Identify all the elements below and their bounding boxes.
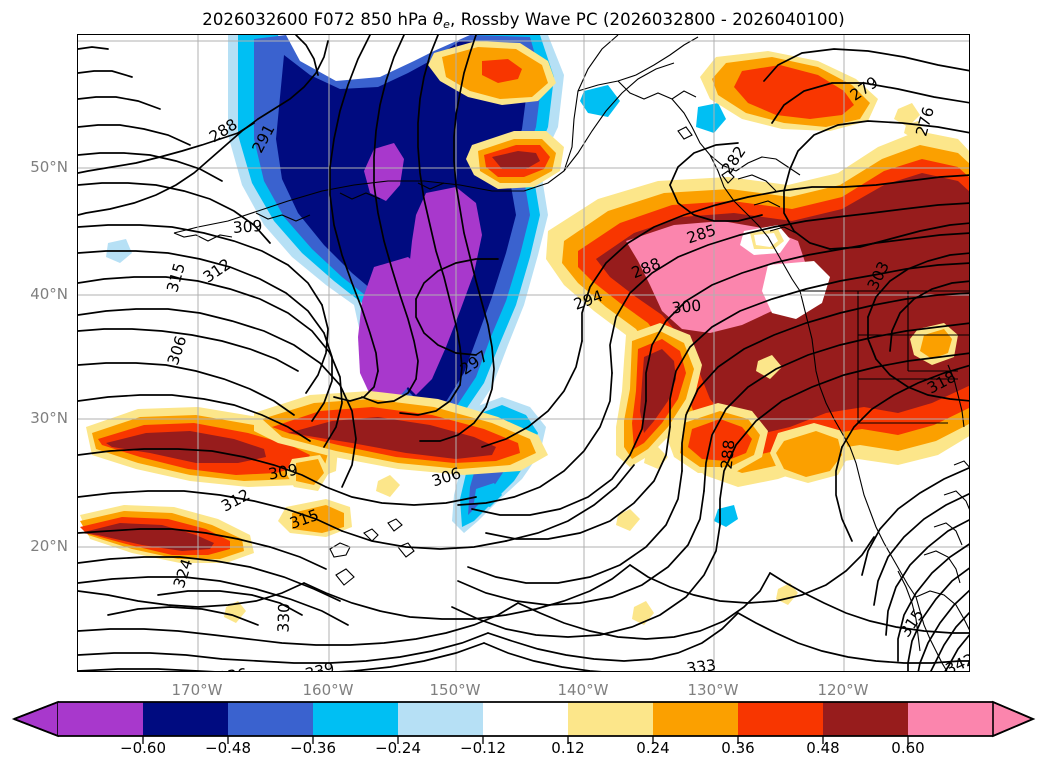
lat-tick-20n: 20°N [30,537,68,555]
lat-tick-30n: 30°N [30,409,68,427]
fill-band-neg-048 [276,41,528,407]
contour-label: 282 [718,143,749,178]
colorbar-segment [398,702,483,736]
colorbar-tick-label: −0.60 [120,739,166,757]
lat-tick-40n: 40°N [30,285,68,303]
contour-label: 333 [685,656,717,672]
contour-label: 336 [216,665,248,672]
fill-pos-ak-red [734,65,854,119]
colorbar-segment [313,702,398,736]
colorbar-segment [823,702,908,736]
contour-layer [78,35,969,671]
colorbar-segment [483,702,568,736]
contour-label: 312 [218,486,253,516]
fill-pos-sw-red [688,419,752,461]
colorbar-svg [11,700,1036,744]
lat-tick-50n: 50°N [30,158,68,176]
contour-label: 309 [232,217,263,237]
colorbar-outline [13,701,1036,737]
colorbar-tick-label: 0.12 [551,739,585,757]
fill-dot-pink [734,269,752,283]
fill-pos-diamond-4 [756,355,782,379]
title-field-name: Rossby Wave PC [460,10,598,29]
colorbar-extend-max [992,700,1036,738]
fill-pos-edge1-orange [920,329,952,359]
title-init-time: 2026032600 [202,10,309,29]
lon-tick-150w: 150°W [429,681,481,699]
fill-pos-diamond-7 [632,601,654,625]
colorbar-segment [568,702,653,736]
lon-tick-170w: 170°W [171,681,223,699]
fill-pos-diamond-5 [776,583,798,605]
lon-tick-140w: 140°W [557,681,609,699]
contour-label: 288 [718,439,739,470]
gridline-layer [78,35,969,671]
fill-pos-aleut-red [482,59,522,83]
colorbar-tick-label: 0.60 [891,739,925,757]
fill-neg-patch-3 [696,103,726,133]
lon-tick-120w: 120°W [817,681,869,699]
fill-pos-sub5-orange2 [296,459,324,485]
colorbar-segment [58,702,143,736]
colorbar-segment [738,702,823,736]
contour-label: 309 [267,461,299,484]
fill-neg-patch-9 [714,505,738,527]
filled-contour-layer [80,35,969,625]
lon-tick-160w: 160°W [302,681,354,699]
colorbar-tick-label: 0.36 [721,739,755,757]
colorbar-tick-label: −0.12 [460,739,506,757]
title-forecast-hour: F072 [313,10,355,29]
fill-pos-sub2-darkred [288,417,496,459]
page-title: 2026032600 F072 850 hPa θe, Rossby Wave … [0,10,1047,31]
fill-pos-tongue-darkred [640,349,676,433]
colorbar-tick-label: 0.24 [636,739,670,757]
contour-label: 315 [163,261,188,294]
contour-label: 306 [164,334,190,368]
fill-pos-midpac-darkred [492,151,540,169]
title-comma: , [449,10,456,29]
contour-label: 300 [671,297,702,318]
fill-neg-patch-2 [580,85,620,117]
map-axes[interactable]: 288 291 309 315 312 306 297 306 309 312 … [77,34,970,672]
title-level: 850 hPa [360,10,428,29]
contour-label: 315 [896,606,927,641]
colorbar-segment [908,702,993,736]
fill-pos-sub1-darkred [106,431,266,463]
fill-hole-2 [762,261,830,319]
lon-tick-130w: 130°W [687,681,739,699]
colorbar-extend-min [11,700,59,738]
colorbar-tick-label: −0.48 [205,739,251,757]
contour-label: 339 [303,659,336,672]
fill-pos-sw2-orange [776,431,842,477]
colorbar-tick-label: −0.24 [375,739,421,757]
title-variable-symbol: θ [432,10,444,29]
colorbar-segment [228,702,313,736]
map-plot: 288 291 309 315 312 306 297 306 309 312 … [78,35,969,672]
colorbar-tick-label: −0.36 [290,739,336,757]
fill-pos-diamond-8 [894,103,920,127]
title-valid-range: (2026032800 - 2026040100) [602,10,845,29]
fill-pos-diamond-1 [376,475,400,497]
colorbar-segment [143,702,228,736]
fill-pos-diamond-3 [616,509,640,531]
colorbar[interactable]: −0.60 −0.48 −0.36 −0.24 −0.12 0.12 0.24 … [0,697,1047,767]
colorbar-tick-label: 0.48 [806,739,840,757]
colorbar-segment [653,702,738,736]
title-variable-subscript: e [443,18,450,32]
contour-label: 330 [274,603,293,633]
colorbar-ticks [142,736,909,744]
